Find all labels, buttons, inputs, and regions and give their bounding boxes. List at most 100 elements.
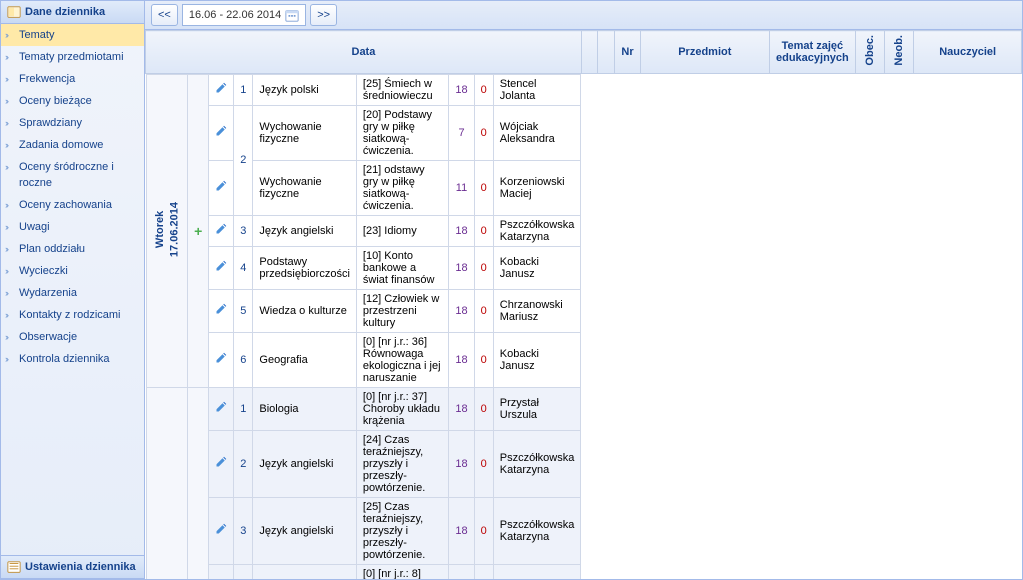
sidebar-item[interactable]: Wycieczki <box>1 260 144 282</box>
sidebar-section-title: Dane dziennika <box>25 6 105 18</box>
book-icon <box>7 5 21 19</box>
temat-cell: [23] Idiomy <box>356 215 449 246</box>
sidebar-item[interactable]: Tematy <box>1 24 144 46</box>
obec-cell: 7 <box>449 105 474 160</box>
sidebar-item[interactable]: Sprawdziany <box>1 112 144 134</box>
sidebar-item[interactable]: Oceny bieżące <box>1 90 144 112</box>
sidebar-item[interactable]: Zadania domowe <box>1 134 144 156</box>
przedmiot-cell: Podstawy przedsiębiorczości <box>253 246 356 289</box>
sidebar-section-ustawienia: Ustawienia dziennika <box>1 556 144 579</box>
pencil-icon[interactable] <box>215 352 227 364</box>
nauczyciel-cell: Stencel Jolanta <box>493 74 581 105</box>
pencil-icon[interactable] <box>215 82 227 94</box>
obec-cell: 18 <box>449 74 474 105</box>
table-row: 2Język angielski[24] Czas teraźniejszy, … <box>146 430 581 497</box>
table-row: 5Wiedza o kulturze[12] Człowiek w przest… <box>146 289 581 332</box>
table-row: 6Geografia[0] [nr j.r.: 36] Równowaga ek… <box>146 332 581 387</box>
col-edit <box>598 31 615 74</box>
grid-header-row: Data Nr Przedmiot Temat zajęć edukacyjny… <box>146 31 1022 74</box>
pencil-icon[interactable] <box>215 260 227 272</box>
col-przedmiot: Przedmiot <box>640 31 769 74</box>
app-container: Dane dziennika TematyTematy przedmiotami… <box>0 0 1023 580</box>
add-row-cell: + <box>188 387 209 579</box>
przedmiot-cell: Geografia <box>253 332 356 387</box>
neob-cell: 0 <box>474 332 493 387</box>
add-row-cell: + <box>188 74 209 387</box>
col-neob: Neob. <box>885 31 914 74</box>
edit-cell <box>209 497 234 564</box>
sidebar-item[interactable]: Obserwacje <box>1 326 144 348</box>
edit-cell <box>209 289 234 332</box>
prev-week-button[interactable]: << <box>151 4 178 26</box>
przedmiot-cell: Język angielski <box>253 215 356 246</box>
temat-cell: [0] [nr j.r.: 8] Powtórzenie do testu sp… <box>356 564 449 579</box>
main-panel: << 16.06 - 22.06 2014 >> Data Nr Przedmi… <box>145 1 1022 579</box>
table-row: Wychowanie fizyczne[21] odstawy gry w pi… <box>146 160 581 215</box>
sidebar-list: TematyTematy przedmiotamiFrekwencjaOceny… <box>1 24 144 555</box>
sidebar-item[interactable]: Frekwencja <box>1 68 144 90</box>
neob-cell: 0 <box>474 246 493 289</box>
day-cell: Środa18.06.2014 <box>146 387 188 579</box>
pencil-icon[interactable] <box>215 223 227 235</box>
sidebar-item[interactable]: Oceny śródroczne i roczne <box>1 156 144 194</box>
table-row: 4Podstawy przedsiębiorczości[10] Konto b… <box>146 246 581 289</box>
pencil-icon[interactable] <box>215 523 227 535</box>
next-week-button[interactable]: >> <box>310 4 337 26</box>
sidebar-item[interactable]: Kontrola dziennika <box>1 348 144 370</box>
table-row: 2Wychowanie fizyczne[20] Podstawy gry w … <box>146 105 581 160</box>
nr-cell: 4 <box>234 564 253 579</box>
obec-cell: 18 <box>449 564 474 579</box>
calendar-icon[interactable] <box>285 8 299 22</box>
sidebar-item[interactable]: Plan oddziału <box>1 238 144 260</box>
plus-icon[interactable]: + <box>194 223 202 239</box>
nauczyciel-cell: Przystał Urszula <box>493 387 581 430</box>
sidebar-item[interactable]: Uwagi <box>1 216 144 238</box>
przedmiot-cell: Język angielski <box>253 497 356 564</box>
sidebar-section-dane: Dane dziennika <box>1 1 144 24</box>
obec-cell: 18 <box>449 430 474 497</box>
obec-cell: 18 <box>449 332 474 387</box>
edit-cell <box>209 246 234 289</box>
obec-cell: 18 <box>449 497 474 564</box>
sidebar-item[interactable]: Wydarzenia <box>1 282 144 304</box>
pencil-icon[interactable] <box>215 456 227 468</box>
sidebar-item[interactable]: Oceny zachowania <box>1 194 144 216</box>
table-row: Wtorek17.06.2014+1Język polski[25] Śmiec… <box>146 74 581 105</box>
temat-cell: [20] Podstawy gry w piłkę siatkową- ćwic… <box>356 105 449 160</box>
nauczyciel-cell: Pszczółkowska Katarzyna <box>493 215 581 246</box>
pencil-icon[interactable] <box>215 303 227 315</box>
table-row: Środa18.06.2014+1Biologia[0] [nr j.r.: 3… <box>146 387 581 430</box>
col-data: Data <box>146 31 582 74</box>
sidebar-item[interactable]: Tematy przedmiotami <box>1 46 144 68</box>
nauczyciel-cell: Wójciak Aleksandra <box>493 105 581 160</box>
temat-cell: [24] Czas teraźniejszy, przyszły i przes… <box>356 430 449 497</box>
obec-cell: 18 <box>449 215 474 246</box>
col-temat: Temat zajęć edukacyjnych <box>770 31 856 74</box>
nauczyciel-cell: Kobacki Janusz <box>493 246 581 289</box>
pencil-icon[interactable] <box>215 401 227 413</box>
obec-cell: 18 <box>449 246 474 289</box>
przedmiot-cell: Wiedza o kulturze <box>253 289 356 332</box>
col-nauczyciel: Nauczyciel <box>914 31 1022 74</box>
toolbar: << 16.06 - 22.06 2014 >> <box>145 1 1022 30</box>
sidebar: Dane dziennika TematyTematy przedmiotami… <box>1 1 145 579</box>
neob-cell: 0 <box>474 497 493 564</box>
nr-cell: 5 <box>234 289 253 332</box>
neob-cell: 0 <box>474 160 493 215</box>
pencil-icon[interactable] <box>215 125 227 137</box>
temat-cell: [10] Konto bankowe a świat finansów <box>356 246 449 289</box>
pencil-icon[interactable] <box>215 180 227 192</box>
nr-cell: 4 <box>234 246 253 289</box>
date-range-field[interactable]: 16.06 - 22.06 2014 <box>182 4 306 26</box>
temat-cell: [0] [nr j.r.: 36] Równowaga ekologiczna … <box>356 332 449 387</box>
obec-cell: 18 <box>449 387 474 430</box>
nr-cell: 6 <box>234 332 253 387</box>
edit-cell <box>209 430 234 497</box>
sidebar-item[interactable]: Kontakty z rodzicami <box>1 304 144 326</box>
przedmiot-cell: Język niemiecki <box>253 564 356 579</box>
table-row: 4Język niemiecki[0] [nr j.r.: 8] Powtórz… <box>146 564 581 579</box>
day-cell: Wtorek17.06.2014 <box>146 74 188 387</box>
col-nr: Nr <box>615 31 640 74</box>
obec-cell: 18 <box>449 289 474 332</box>
grid-scroll[interactable]: Data Nr Przedmiot Temat zajęć edukacyjny… <box>145 30 1022 579</box>
